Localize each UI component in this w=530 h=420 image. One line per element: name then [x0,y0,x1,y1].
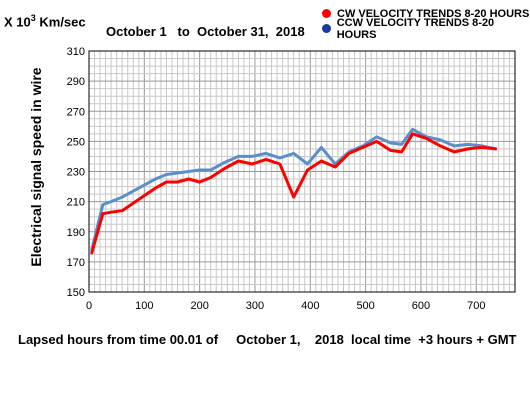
x-tick-label: 700 [467,300,485,312]
x-tick-label: 500 [356,300,374,312]
plot-frame [88,50,516,293]
date-range-label: October 1 to October 31, 2018 [106,24,305,39]
unit-exponent: 3 [30,13,36,23]
y-tick-label: 170 [67,257,85,269]
legend-item-ccw: CCW VELOCITY TRENDS 8-20 HOURS [322,17,530,41]
y-tick-label: 150 [67,287,85,299]
y-unit-label: X 103 Km/sec [4,13,86,29]
x-axis-title: Lapsed hours from time 00.01 of October … [18,332,517,347]
x-tick-label: 400 [301,300,319,312]
legend: CW VELOCITY TRENDS 8-20 HOURS CCW VELOCI… [322,6,530,41]
ccw-velocity-line [90,127,498,252]
x-tick-label: 600 [412,300,430,312]
legend-dot-cw [322,9,331,18]
cw-velocity-line [90,132,498,255]
y-tick-label: 290 [67,76,85,88]
legend-item-cw: CW VELOCITY TRENDS 8-20 HOURS [322,6,530,21]
unit-prefix: X 10 [4,14,31,30]
unit-suffix: Km/sec [35,14,86,30]
y-tick-label: 210 [67,197,85,209]
y-tick-label: 250 [67,136,85,148]
legend-label-ccw: CCW VELOCITY TRENDS 8-20 HOURS [336,16,495,41]
y-tick-label: 270 [67,106,85,118]
x-tick-label: 300 [246,300,264,312]
y-tick-label: 190 [67,227,85,239]
x-tick-label: 100 [135,300,153,312]
legend-dot-ccw [322,24,331,33]
legend-label-cw: CW VELOCITY TRENDS 8-20 HOURS [337,7,530,20]
x-tick-label: 200 [190,300,208,312]
x-tick-label: 0 [86,300,92,312]
y-tick-label: 310 [67,46,85,58]
y-tick-label: 230 [67,167,85,179]
